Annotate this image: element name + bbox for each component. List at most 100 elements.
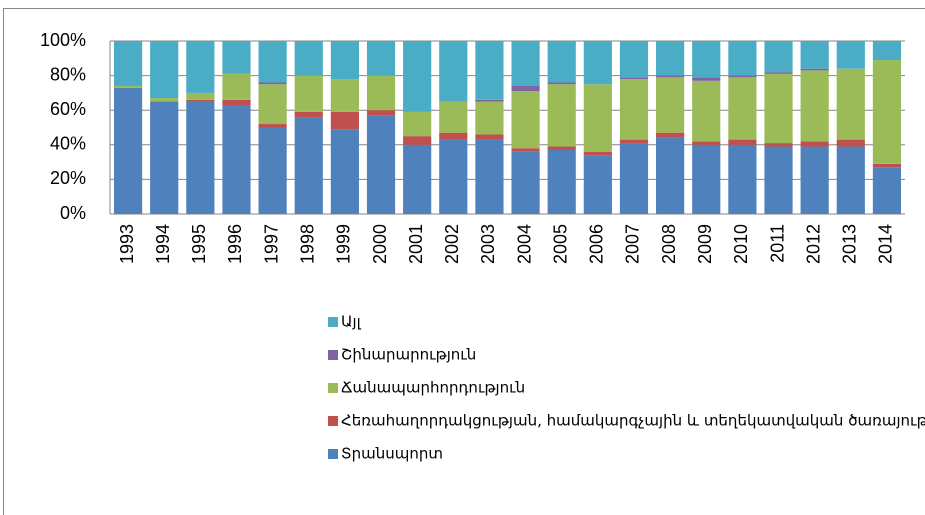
bar-segment <box>547 41 576 83</box>
x-tick-label: 1996 <box>225 224 245 264</box>
bar-segment <box>222 41 251 74</box>
bar-segment <box>764 41 793 73</box>
bar-segment <box>583 41 612 85</box>
bar-segment <box>511 85 540 92</box>
legend-swatch <box>328 350 338 360</box>
bar-segment <box>656 132 685 138</box>
bar-segment <box>294 75 323 112</box>
bar-segment <box>656 41 685 76</box>
bar-segment <box>583 151 612 156</box>
bar-segment <box>439 101 468 133</box>
bar-segment <box>294 117 323 214</box>
x-tick-label: 2011 <box>767 224 787 263</box>
bar-segment <box>764 143 793 147</box>
bar-segment <box>150 41 179 99</box>
x-tick-label: 1995 <box>189 224 209 264</box>
bar-segment <box>403 144 432 214</box>
bar-segment <box>258 41 287 83</box>
x-tick-label: 2003 <box>478 224 498 264</box>
bar-segment <box>728 41 757 76</box>
y-tick-label: 60% <box>50 99 86 119</box>
y-tick-label: 100% <box>40 30 86 50</box>
bar-segment <box>619 77 649 80</box>
x-tick-label: 2012 <box>803 224 823 264</box>
bar-segment <box>258 124 287 128</box>
x-tick-label: 2001 <box>406 224 426 264</box>
bar-segment <box>800 70 829 142</box>
bar-segment <box>656 75 685 78</box>
x-tick-label: 2013 <box>840 224 860 264</box>
legend-label: Այլ <box>341 313 362 331</box>
bar-segment <box>294 111 323 118</box>
bar-segment <box>547 82 576 85</box>
x-tick-label: 1998 <box>298 224 318 264</box>
bar-segment <box>366 110 396 116</box>
x-tick-label: 2007 <box>623 224 643 264</box>
bar-segment <box>800 41 829 69</box>
bar-segment <box>150 101 179 214</box>
bar-segment <box>836 146 865 214</box>
bar-segment <box>800 141 829 147</box>
bar-segment <box>113 85 143 88</box>
bar-segment <box>800 68 829 71</box>
legend-label: Ճանապարհորդություն <box>341 379 525 397</box>
bar-segment <box>186 99 215 102</box>
bar-segment <box>692 141 721 145</box>
y-tick-label: 40% <box>50 134 86 154</box>
bar-segment <box>764 146 793 214</box>
bar-segment <box>583 84 612 152</box>
legend-swatch <box>328 449 338 459</box>
x-tick-label: 2000 <box>370 224 390 264</box>
bar-segment <box>403 41 432 112</box>
x-tick-label: 2002 <box>442 224 462 264</box>
bar-segment <box>619 143 649 214</box>
bar-segment <box>872 60 902 164</box>
bar-segment <box>330 41 359 80</box>
legend-label: Հեռահաղորդակցության, համակարգչային և տեղ… <box>341 412 925 430</box>
bar-segment <box>403 136 432 145</box>
bar-segment <box>366 75 396 111</box>
bar-segment <box>547 146 576 150</box>
bar-segment <box>403 111 432 137</box>
x-tick-label: 2010 <box>731 224 751 264</box>
bar-segment <box>186 101 215 214</box>
bar-segment <box>619 41 649 78</box>
bar-segment <box>439 41 468 102</box>
bar-segment <box>764 73 793 144</box>
x-tick-label: 2014 <box>876 224 896 264</box>
bar-segment <box>872 41 902 61</box>
x-tick-label: 1994 <box>153 224 173 264</box>
legend-swatch <box>328 383 338 393</box>
bar-segment <box>728 139 757 145</box>
bar-segment <box>511 41 540 86</box>
x-tick-label: 2006 <box>587 224 607 264</box>
bar-segment <box>475 134 504 140</box>
bar-segment <box>294 41 323 76</box>
bar-segment <box>728 75 757 78</box>
bar-segment <box>836 41 865 69</box>
bar-segment <box>439 132 468 140</box>
legend-swatch <box>328 416 338 426</box>
bar-segment <box>113 41 143 86</box>
bar-segment <box>836 68 865 140</box>
bar-segment <box>692 41 721 78</box>
bar-segment <box>258 82 287 85</box>
bar-segment <box>872 167 902 214</box>
bar-segment <box>150 98 179 102</box>
bar-segment <box>511 91 540 149</box>
bar-segment <box>728 77 757 140</box>
bar-segment <box>439 139 468 214</box>
bar-segment <box>258 127 287 214</box>
legend-label: Շինարարություն <box>341 346 476 364</box>
x-tick-label: 2009 <box>695 224 715 264</box>
bar-segment <box>656 77 685 133</box>
bar-segment <box>764 72 793 74</box>
x-tick-label: 2005 <box>550 224 570 264</box>
x-tick-label: 1997 <box>261 224 281 264</box>
bar-segment <box>836 139 865 147</box>
x-tick-label: 1999 <box>334 224 354 264</box>
bar-segment <box>511 151 540 214</box>
legend-swatch <box>328 317 338 327</box>
bar-segment <box>222 73 251 100</box>
